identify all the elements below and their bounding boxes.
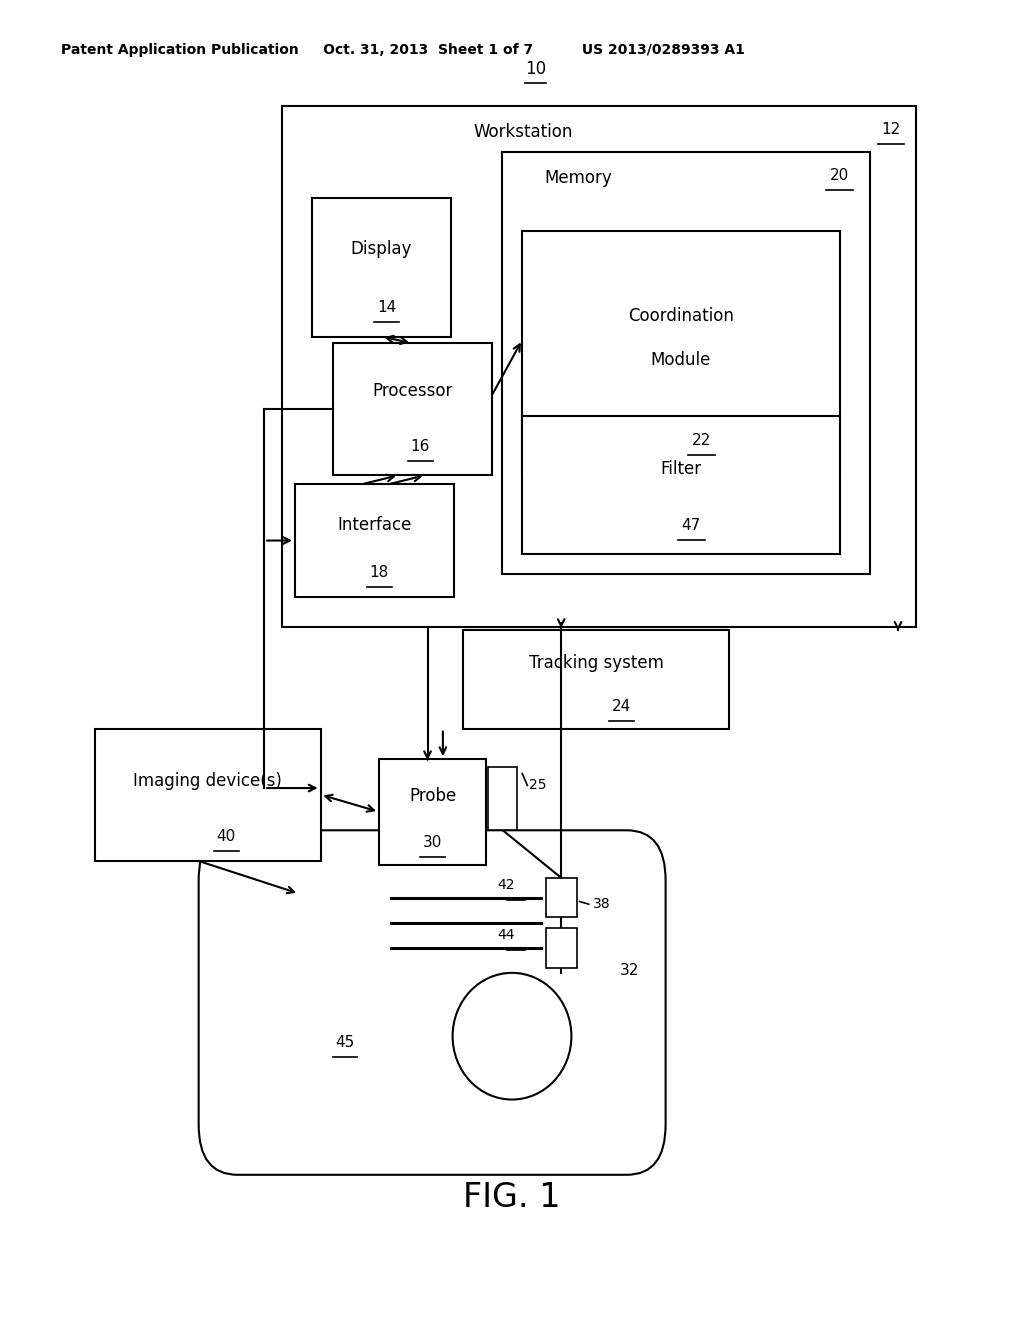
Text: Memory: Memory bbox=[545, 169, 612, 187]
Bar bbox=[522, 416, 840, 554]
Text: 14: 14 bbox=[377, 300, 396, 315]
Text: 20: 20 bbox=[830, 168, 849, 183]
Text: 42: 42 bbox=[498, 878, 515, 892]
Text: Workstation: Workstation bbox=[473, 123, 572, 141]
Text: 47: 47 bbox=[682, 517, 700, 533]
Text: Imaging device(s): Imaging device(s) bbox=[133, 772, 283, 791]
Bar bbox=[522, 231, 840, 475]
Bar bbox=[488, 767, 517, 830]
Bar bbox=[546, 878, 577, 917]
Bar bbox=[95, 729, 321, 861]
Bar bbox=[282, 106, 916, 627]
Text: 18: 18 bbox=[370, 565, 389, 581]
Text: 12: 12 bbox=[882, 121, 900, 137]
Text: Filter: Filter bbox=[660, 461, 701, 478]
Bar bbox=[333, 343, 492, 475]
Bar bbox=[295, 484, 454, 597]
Bar bbox=[379, 759, 486, 865]
Bar bbox=[463, 630, 729, 729]
Bar bbox=[502, 152, 870, 574]
Text: 16: 16 bbox=[411, 438, 430, 454]
Text: 32: 32 bbox=[620, 962, 639, 978]
Text: Module: Module bbox=[651, 351, 711, 368]
Text: Interface: Interface bbox=[337, 516, 412, 533]
Text: FIG. 1: FIG. 1 bbox=[463, 1181, 561, 1214]
Text: 25: 25 bbox=[528, 779, 547, 792]
Bar bbox=[312, 198, 451, 337]
Text: 45: 45 bbox=[336, 1035, 354, 1051]
Text: Tracking system: Tracking system bbox=[528, 655, 664, 672]
Text: 22: 22 bbox=[692, 433, 711, 449]
Text: Processor: Processor bbox=[372, 381, 453, 400]
Text: Coordination: Coordination bbox=[628, 308, 734, 325]
Text: Display: Display bbox=[351, 240, 412, 257]
FancyBboxPatch shape bbox=[199, 830, 666, 1175]
Ellipse shape bbox=[453, 973, 571, 1100]
Text: 10: 10 bbox=[525, 59, 546, 78]
Text: 40: 40 bbox=[217, 829, 236, 845]
Text: Patent Application Publication     Oct. 31, 2013  Sheet 1 of 7          US 2013/: Patent Application Publication Oct. 31, … bbox=[61, 44, 745, 57]
Text: 38: 38 bbox=[593, 898, 611, 911]
Text: 30: 30 bbox=[423, 834, 442, 850]
Text: Probe: Probe bbox=[409, 787, 457, 805]
Text: 24: 24 bbox=[612, 698, 631, 714]
Bar bbox=[546, 928, 577, 968]
Text: 44: 44 bbox=[498, 928, 515, 942]
